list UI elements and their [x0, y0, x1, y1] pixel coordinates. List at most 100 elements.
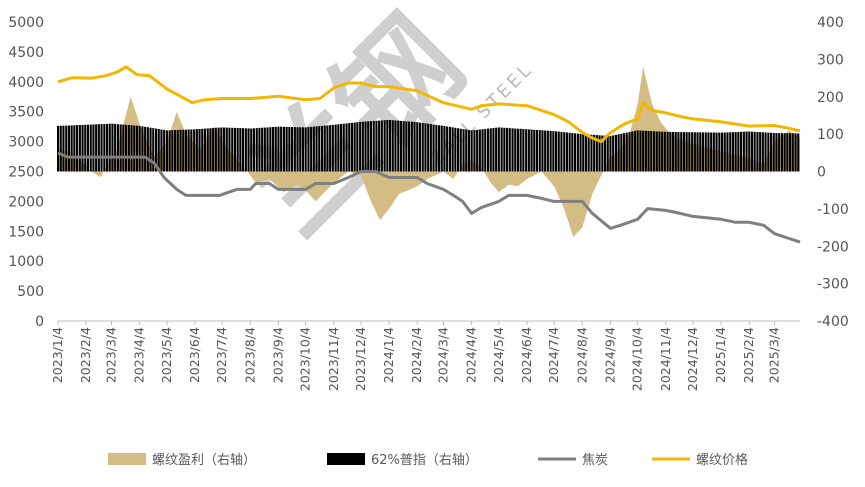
bar-mark	[633, 130, 636, 172]
bar-mark	[231, 127, 234, 172]
series-line-rebar-price	[57, 65, 801, 144]
bar-mark	[691, 132, 694, 172]
bar-mark	[334, 124, 337, 172]
bar-mark	[217, 127, 220, 172]
bar-mark	[220, 127, 223, 172]
right-tick-label: 400	[817, 15, 844, 31]
bar-mark	[432, 124, 435, 172]
bar-mark	[337, 124, 340, 172]
bar-mark	[775, 133, 778, 172]
bar-mark	[579, 133, 582, 172]
right-tick-label: -400	[817, 314, 849, 330]
bar-mark	[661, 131, 664, 172]
bar-mark	[582, 134, 585, 172]
bar-mark	[446, 126, 449, 172]
series-bars-iron-ore-index	[57, 120, 800, 172]
bar-mark	[160, 129, 163, 172]
bar-mark	[612, 135, 615, 172]
right-tick-label: 200	[817, 90, 844, 106]
bar-mark	[653, 131, 656, 172]
bar-mark	[146, 127, 149, 172]
bar-mark	[418, 122, 421, 172]
x-tick-label: 2023/8/4	[242, 327, 257, 383]
bar-mark	[179, 129, 182, 172]
bar-mark	[135, 125, 138, 172]
legend-label: 螺纹价格	[696, 452, 748, 468]
bar-mark	[203, 128, 206, 172]
right-tick-label: -200	[817, 239, 849, 255]
bar-mark	[247, 128, 250, 172]
bar-mark	[440, 125, 443, 172]
bar-mark	[429, 124, 432, 172]
bar-mark	[288, 126, 291, 172]
bar-mark	[473, 130, 476, 172]
bar-mark	[103, 124, 106, 172]
x-tick-label: 2025/2/4	[741, 327, 756, 383]
bar-mark	[644, 130, 647, 172]
bar-mark	[674, 132, 677, 172]
bar-mark	[331, 124, 334, 172]
x-tick-label: 2023/10/4	[298, 327, 313, 391]
bar-mark	[119, 124, 122, 172]
bar-mark	[369, 121, 372, 172]
bar-mark	[797, 133, 800, 172]
bar-mark	[726, 132, 729, 172]
bar-mark	[672, 132, 675, 172]
bar-mark	[650, 131, 653, 172]
bar-mark	[206, 128, 209, 172]
bar-mark	[263, 127, 266, 172]
bar-mark	[329, 125, 332, 172]
bar-mark	[296, 127, 299, 172]
right-tick-label: 300	[817, 52, 844, 68]
bar-mark	[459, 128, 462, 172]
x-tick-label: 2024/7/4	[546, 327, 561, 383]
bar-mark	[416, 122, 419, 172]
left-tick-label: 2000	[8, 194, 44, 210]
right-tick-label: -100	[817, 202, 849, 218]
x-tick-label: 2023/3/4	[104, 327, 119, 383]
bar-mark	[239, 128, 242, 172]
legend-item: 螺纹盈利（右轴）	[108, 453, 256, 468]
bar-mark	[293, 127, 296, 172]
x-tick-label: 2024/10/4	[630, 327, 645, 391]
bar-mark	[198, 129, 201, 172]
left-tick-label: 3000	[8, 135, 44, 151]
bar-mark	[487, 128, 490, 172]
bar-mark	[593, 134, 596, 172]
left-tick-label: 2500	[8, 165, 44, 181]
legend-swatch	[108, 453, 146, 465]
bar-mark	[193, 129, 196, 172]
bar-mark	[269, 127, 272, 172]
bar-mark	[756, 132, 759, 172]
bar-mark	[740, 131, 743, 172]
bar-mark	[682, 132, 685, 172]
bar-mark	[375, 120, 378, 172]
bar-mark	[778, 133, 781, 172]
x-tick-label: 2025/1/4	[713, 327, 728, 383]
bar-mark	[405, 121, 408, 172]
bar-mark	[255, 128, 258, 172]
bar-mark	[617, 134, 620, 172]
x-tick-label: 2024/12/4	[685, 327, 700, 391]
bar-mark	[560, 131, 563, 172]
bar-mark	[57, 125, 60, 172]
bar-mark	[723, 132, 726, 172]
bar-mark	[353, 122, 356, 172]
bar-mark	[111, 123, 114, 172]
bar-mark	[321, 125, 324, 172]
bar-mark	[783, 133, 786, 172]
bar-mark	[448, 126, 451, 172]
bar-mark	[106, 123, 109, 172]
bar-mark	[721, 132, 724, 172]
bar-mark	[155, 128, 158, 172]
bar-mark	[174, 130, 177, 172]
bar-mark	[704, 132, 707, 172]
left-tick-label: 4500	[8, 45, 44, 61]
bar-mark	[780, 133, 783, 172]
bar-mark	[729, 132, 732, 172]
bar-mark	[715, 132, 718, 172]
bar-mark	[647, 131, 650, 172]
bar-mark	[201, 128, 204, 172]
bar-mark	[195, 129, 198, 172]
bar-mark	[84, 124, 87, 172]
